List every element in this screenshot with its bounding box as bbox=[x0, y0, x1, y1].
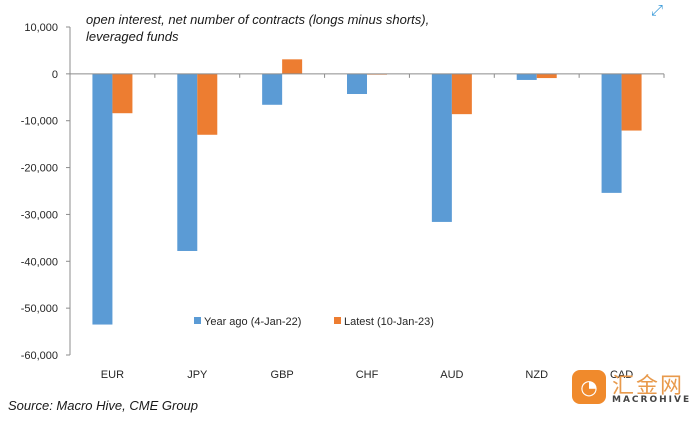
bar-eur-series-2 bbox=[112, 73, 133, 114]
chart-note: open interest, net number of contracts (… bbox=[86, 11, 429, 45]
bar-aud-series-2 bbox=[451, 73, 472, 115]
x-tick-label: AUD bbox=[440, 369, 463, 381]
watermark-cn-text: 汇金网 bbox=[612, 374, 685, 399]
y-tick-label: -50,000 bbox=[21, 303, 58, 315]
x-tick-label: EUR bbox=[101, 369, 124, 381]
watermark-logo-icon: ◔ bbox=[572, 370, 606, 404]
x-tick-label: CAD bbox=[610, 369, 633, 381]
bar-aud-series-1 bbox=[431, 73, 452, 222]
chart-note-line-1: open interest, net number of contracts (… bbox=[86, 12, 430, 27]
y-tick-label: -30,000 bbox=[21, 209, 58, 221]
x-tick-label: JPY bbox=[187, 369, 208, 381]
legend-label-2: Latest (10-Jan-23) bbox=[344, 316, 434, 328]
x-tick-label: NZD bbox=[525, 369, 548, 381]
y-tick-label: -40,000 bbox=[21, 256, 58, 268]
bar-nzd-series-1 bbox=[516, 73, 537, 80]
bar-nzd-series-2 bbox=[536, 73, 557, 79]
bar-jpy-series-2 bbox=[197, 73, 218, 135]
bar-chf-series-1 bbox=[347, 73, 367, 95]
y-tick-label: 10,000 bbox=[24, 22, 58, 34]
bar-jpy-series-1 bbox=[177, 73, 198, 251]
legend-label-1: Year ago (4-Jan-22) bbox=[204, 316, 301, 328]
y-tick-label: 0 bbox=[52, 69, 58, 81]
source-caption: Source: Macro Hive, CME Group bbox=[8, 398, 199, 413]
bar-cad-series-2 bbox=[621, 73, 642, 131]
watermark-en-text: MACROHIVE bbox=[612, 395, 692, 405]
expand-icon[interactable]: ⤢ bbox=[650, 2, 663, 19]
y-tick-label: -20,000 bbox=[21, 163, 58, 175]
watermark: ◔ 汇金网 MACROHIVE bbox=[572, 368, 692, 412]
legend-swatch-2 bbox=[334, 317, 341, 324]
x-tick-label: CHF bbox=[356, 369, 379, 381]
bar-cad-series-1 bbox=[601, 73, 622, 193]
chart-note-line-2: leveraged funds bbox=[86, 29, 179, 44]
x-tick-label: GBP bbox=[271, 369, 294, 381]
y-tick-label: -60,000 bbox=[21, 350, 58, 362]
bar-gbp-series-1 bbox=[262, 73, 283, 105]
bar-gbp-series-2 bbox=[282, 59, 303, 74]
bar-eur-series-1 bbox=[92, 73, 113, 325]
legend-swatch-1 bbox=[194, 317, 201, 324]
y-tick-label: -10,000 bbox=[21, 116, 58, 128]
